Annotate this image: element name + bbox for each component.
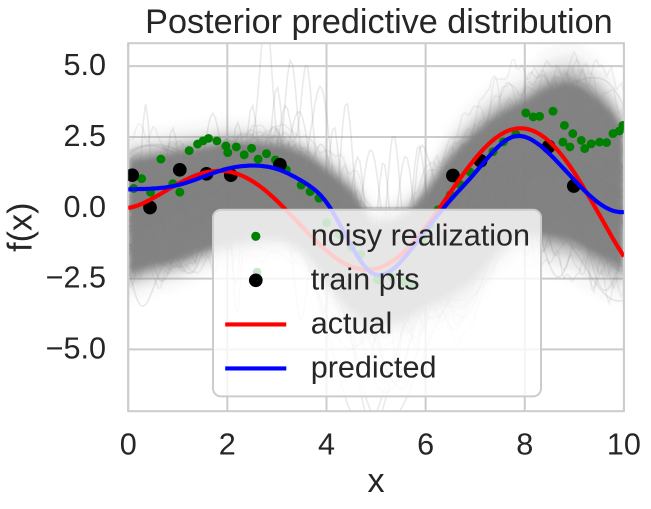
svg-text:f(x): f(x) [2,203,40,252]
svg-text:predicted: predicted [311,350,437,384]
svg-text:2: 2 [219,428,236,462]
svg-text:8: 8 [516,428,533,462]
svg-text:4: 4 [318,428,335,462]
svg-text:Posterior predictive distribut: Posterior predictive distribution [145,3,612,41]
svg-text:5.0: 5.0 [63,48,106,82]
svg-text:−2.5: −2.5 [46,261,106,295]
svg-text:noisy realization: noisy realization [311,218,530,252]
svg-text:0.0: 0.0 [63,190,106,224]
svg-text:−5.0: −5.0 [46,331,106,365]
svg-text:10: 10 [607,428,641,462]
svg-text:train pts: train pts [311,262,420,296]
svg-text:x: x [367,462,384,500]
svg-text:actual: actual [311,306,393,340]
svg-text:2.5: 2.5 [63,119,106,153]
svg-text:0: 0 [120,428,137,462]
svg-text:6: 6 [417,428,434,462]
